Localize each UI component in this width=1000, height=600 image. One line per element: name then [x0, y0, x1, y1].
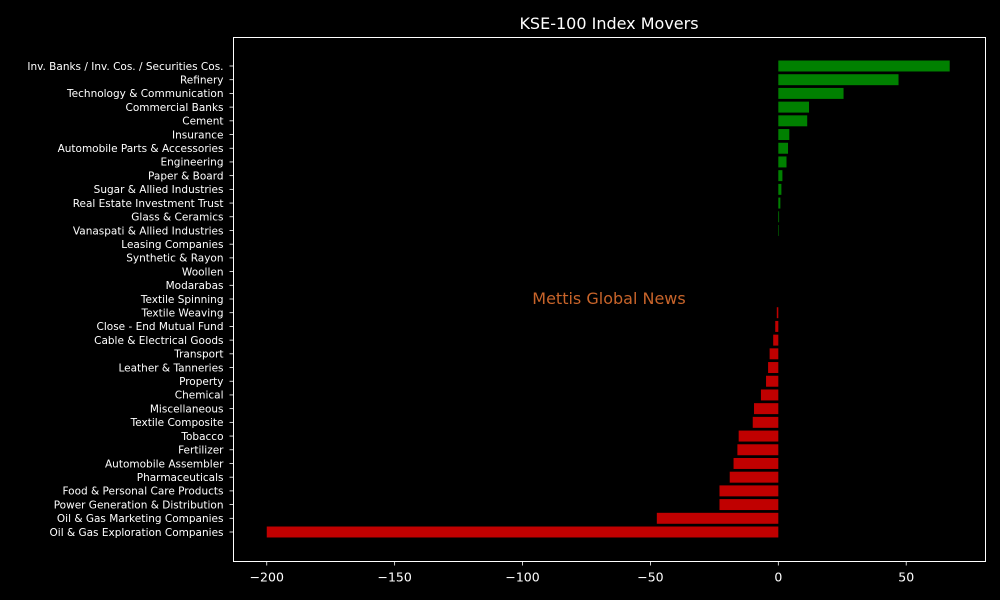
bar-31	[719, 485, 779, 497]
category-label-8: Paper & Board	[148, 170, 223, 182]
bar-20	[773, 334, 779, 346]
bar-0	[778, 60, 950, 72]
category-label-19: Close - End Mutual Fund	[97, 321, 224, 333]
category-label-20: Cable & Electrical Goods	[94, 335, 223, 347]
bar-3	[778, 101, 810, 113]
x-tick-label-1: −150	[377, 570, 411, 585]
bar-1	[778, 74, 899, 86]
bar-27	[738, 430, 779, 442]
category-label-12: Vanaspati & Allied Industries	[73, 225, 224, 237]
category-label-23: Property	[179, 376, 223, 388]
bar-9	[778, 183, 782, 195]
category-label-3: Commercial Banks	[126, 102, 224, 114]
category-label-0: Inv. Banks / Inv. Cos. / Securities Cos.	[27, 61, 223, 73]
bar-11	[778, 211, 780, 223]
bar-29	[733, 457, 779, 469]
category-label-31: Food & Personal Care Products	[62, 486, 223, 498]
category-label-25: Miscellaneous	[150, 403, 224, 415]
bar-30	[729, 471, 779, 483]
bar-23	[766, 375, 779, 387]
bar-6	[778, 142, 789, 154]
x-tick-label-3: −50	[637, 570, 663, 585]
category-label-30: Pharmaceuticals	[137, 472, 224, 484]
category-labels: Inv. Banks / Inv. Cos. / Securities Cos.…	[27, 61, 234, 539]
x-tick-label-5: 50	[898, 570, 914, 585]
category-label-18: Textile Weaving	[141, 308, 224, 320]
category-label-17: Textile Spinning	[140, 294, 224, 306]
bars-group	[266, 60, 950, 538]
category-label-22: Leather & Tanneries	[118, 362, 223, 374]
bar-12	[778, 224, 779, 236]
bar-8	[778, 170, 783, 182]
category-label-5: Insurance	[172, 129, 224, 141]
bar-4	[778, 115, 808, 127]
category-label-6: Automobile Parts & Accessories	[58, 143, 224, 155]
category-label-4: Cement	[182, 116, 223, 128]
bar-10	[778, 197, 781, 209]
bar-7	[778, 156, 787, 168]
x-axis-ticks: −200 −150 −100 −50 0 50	[250, 561, 914, 585]
category-label-15: Woollen	[182, 266, 224, 278]
x-tick-label-0: −200	[250, 570, 284, 585]
bar-5	[778, 129, 790, 141]
bar-33	[656, 512, 779, 524]
category-label-34: Oil & Gas Exploration Companies	[50, 527, 224, 539]
bar-19	[775, 320, 779, 332]
bar-21	[769, 348, 779, 360]
category-label-28: Fertilizer	[178, 445, 224, 457]
category-label-1: Refinery	[180, 75, 224, 87]
chart-title: KSE-100 Index Movers	[519, 14, 698, 33]
plot-area	[233, 37, 986, 562]
category-label-16: Modarabas	[166, 280, 224, 292]
category-label-26: Textile Composite	[130, 417, 224, 429]
bar-2	[778, 87, 844, 99]
x-tick-label-2: −100	[505, 570, 539, 585]
bar-28	[737, 444, 779, 456]
bar-26	[752, 416, 779, 428]
category-label-33: Oil & Gas Marketing Companies	[57, 513, 224, 525]
category-label-13: Leasing Companies	[121, 239, 223, 251]
category-label-14: Synthetic & Rayon	[126, 253, 223, 265]
bar-34	[266, 526, 779, 538]
category-label-9: Sugar & Allied Industries	[94, 184, 224, 196]
category-label-2: Technology & Communication	[66, 88, 223, 100]
x-tick-label-4: 0	[774, 570, 782, 585]
bar-32	[719, 499, 779, 511]
category-label-11: Glass & Ceramics	[131, 212, 223, 224]
category-label-21: Transport	[173, 349, 223, 361]
bar-22	[768, 362, 779, 374]
category-label-29: Automobile Assembler	[105, 458, 224, 470]
category-label-32: Power Generation & Distribution	[54, 499, 224, 511]
category-label-7: Engineering	[161, 157, 224, 169]
watermark-text: Mettis Global News	[532, 289, 685, 308]
category-label-24: Chemical	[175, 390, 224, 402]
bar-18	[776, 307, 779, 319]
category-label-27: Tobacco	[180, 431, 223, 443]
bar-25	[754, 403, 779, 415]
bar-24	[760, 389, 779, 401]
category-label-10: Real Estate Investment Trust	[73, 198, 224, 210]
